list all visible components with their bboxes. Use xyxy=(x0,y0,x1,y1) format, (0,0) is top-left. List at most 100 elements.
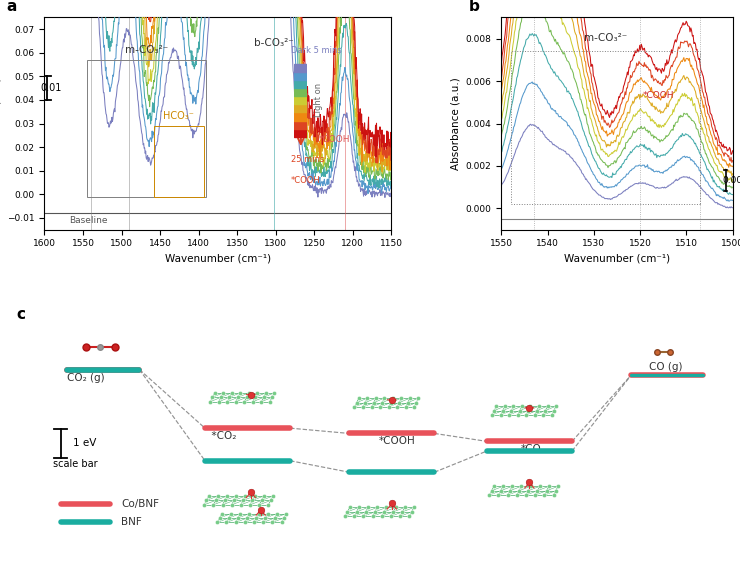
Point xyxy=(397,508,408,517)
Text: HCO₃⁻: HCO₃⁻ xyxy=(163,111,194,121)
Point xyxy=(546,410,558,419)
Point xyxy=(502,491,514,500)
Point xyxy=(209,496,221,505)
Point xyxy=(508,401,519,411)
Point xyxy=(258,518,269,527)
Point xyxy=(408,403,420,412)
Point xyxy=(244,500,256,509)
Point xyxy=(376,398,388,407)
Point xyxy=(370,394,382,403)
Point xyxy=(245,487,257,496)
Point xyxy=(225,509,237,519)
Text: Light on: Light on xyxy=(314,83,323,117)
Point xyxy=(250,513,262,523)
Point xyxy=(255,496,267,505)
Point xyxy=(221,518,232,527)
Text: m-CO₃²⁻: m-CO₃²⁻ xyxy=(124,45,168,55)
Point xyxy=(385,398,397,407)
Point xyxy=(203,491,215,501)
Point xyxy=(269,513,280,523)
Point xyxy=(548,491,559,500)
Point xyxy=(245,390,257,400)
Point xyxy=(503,410,515,419)
Point xyxy=(550,401,562,411)
Point xyxy=(391,403,403,412)
Point xyxy=(531,406,543,415)
Point xyxy=(206,393,218,402)
Point xyxy=(275,518,287,527)
Point xyxy=(359,398,371,407)
Point xyxy=(243,388,255,397)
Point xyxy=(213,397,225,407)
Point xyxy=(406,508,417,517)
Point xyxy=(380,503,392,512)
Point xyxy=(357,512,369,521)
Point xyxy=(264,397,276,407)
Point xyxy=(238,397,250,407)
Point xyxy=(497,481,509,491)
Point xyxy=(516,401,528,411)
Point xyxy=(267,491,279,501)
Point xyxy=(520,491,532,500)
Point xyxy=(386,396,397,405)
Bar xyxy=(87,60,206,197)
Text: 0.001: 0.001 xyxy=(722,176,740,186)
Text: CO₂ (g): CO₂ (g) xyxy=(67,374,105,383)
Point xyxy=(269,388,280,397)
Point xyxy=(216,509,228,519)
Point xyxy=(339,512,351,521)
Point xyxy=(223,513,235,523)
Point xyxy=(248,518,260,527)
Point xyxy=(351,508,363,517)
Point xyxy=(395,394,407,403)
Point xyxy=(262,509,274,519)
Point xyxy=(513,486,525,495)
Point xyxy=(221,491,233,501)
Point xyxy=(541,486,553,495)
Point xyxy=(543,481,555,491)
Point xyxy=(240,393,252,402)
Point xyxy=(243,509,255,519)
Point xyxy=(253,500,265,509)
Bar xyxy=(511,52,700,204)
Point xyxy=(495,486,507,495)
Point xyxy=(486,410,498,419)
Point xyxy=(223,393,235,402)
Point xyxy=(525,481,536,491)
Point xyxy=(260,388,272,397)
Point xyxy=(505,406,517,415)
Point xyxy=(198,500,210,509)
Point xyxy=(214,513,226,523)
Point xyxy=(252,388,263,397)
Point xyxy=(258,393,269,402)
Point xyxy=(386,499,397,508)
Point xyxy=(522,406,534,415)
Point xyxy=(230,397,242,407)
Point xyxy=(383,403,394,412)
Point xyxy=(387,508,399,517)
Text: BNF: BNF xyxy=(121,517,142,527)
Point xyxy=(394,512,406,521)
Point xyxy=(353,503,365,512)
Point xyxy=(366,403,377,412)
Point xyxy=(488,481,500,491)
Point xyxy=(212,518,223,527)
Text: b: b xyxy=(469,0,480,14)
Point xyxy=(514,406,525,415)
Point xyxy=(548,406,560,415)
Text: *COOH: *COOH xyxy=(643,91,674,100)
Point xyxy=(550,486,562,495)
Y-axis label: Absorbance (a.u.): Absorbance (a.u.) xyxy=(450,77,460,170)
Text: c: c xyxy=(17,307,26,322)
Point xyxy=(278,513,290,523)
Point xyxy=(523,478,535,487)
Point xyxy=(512,410,524,419)
Point xyxy=(369,508,381,517)
Point xyxy=(230,491,242,501)
Y-axis label: Absorbance (a.u.): Absorbance (a.u.) xyxy=(0,77,1,170)
Point xyxy=(258,491,269,501)
Point xyxy=(341,508,353,517)
Point xyxy=(525,401,536,411)
Point xyxy=(493,491,505,500)
Point xyxy=(247,397,259,407)
